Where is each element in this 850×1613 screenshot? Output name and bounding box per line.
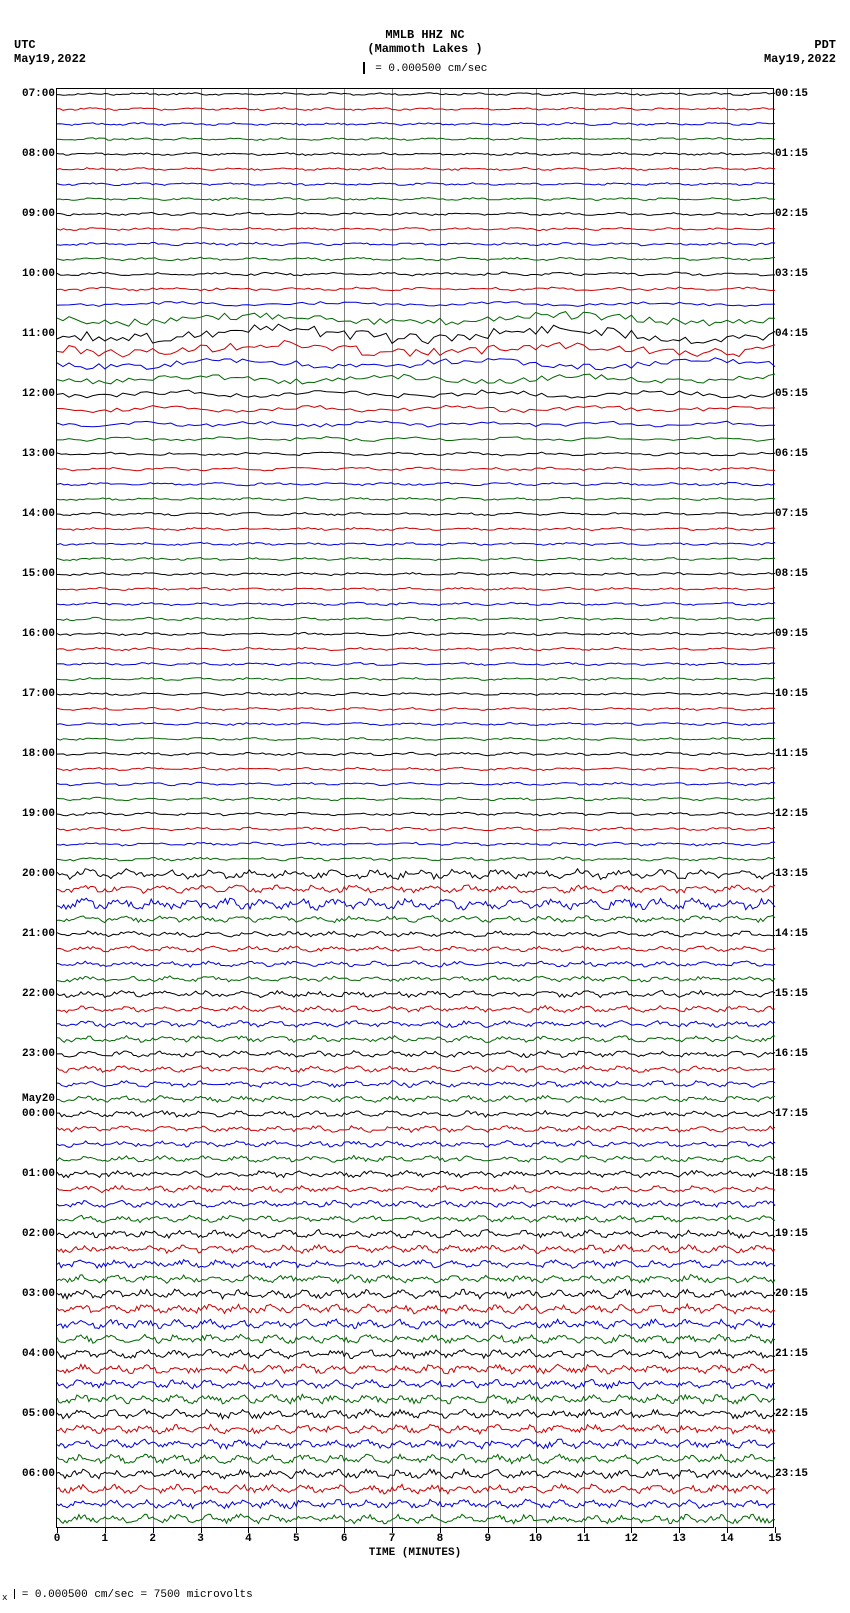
utc-time-label: 12:00 xyxy=(22,388,55,400)
utc-time-label: 00:00 xyxy=(22,1108,55,1120)
footer-scale: x = 0.000500 cm/sec = 7500 microvolts xyxy=(2,1589,253,1603)
pdt-time-label: 13:15 xyxy=(775,868,808,880)
utc-time-label: 19:00 xyxy=(22,808,55,820)
pdt-time-label: 02:15 xyxy=(775,208,808,220)
pdt-time-label: 12:15 xyxy=(775,808,808,820)
utc-time-label: 06:00 xyxy=(22,1468,55,1480)
x-tick-label: 12 xyxy=(625,1533,638,1545)
station-location: (Mammoth Lakes ) xyxy=(0,42,850,56)
x-tick-label: 2 xyxy=(149,1533,156,1545)
pdt-time-label: 14:15 xyxy=(775,928,808,940)
pdt-time-label: 03:15 xyxy=(775,268,808,280)
pdt-time-label: 01:15 xyxy=(775,148,808,160)
x-tick-label: 10 xyxy=(529,1533,542,1545)
chart-header: MMLB HHZ NC (Mammoth Lakes ) xyxy=(0,28,850,56)
pdt-time-label: 18:15 xyxy=(775,1168,808,1180)
pdt-time-label: 00:15 xyxy=(775,88,808,100)
x-tick-label: 6 xyxy=(341,1533,348,1545)
pdt-time-label: 09:15 xyxy=(775,628,808,640)
utc-time-label: 08:00 xyxy=(22,148,55,160)
x-axis-title: TIME (MINUTES) xyxy=(57,1547,773,1559)
station-code: MMLB HHZ NC xyxy=(0,28,850,42)
utc-day-label: May20 xyxy=(22,1093,55,1105)
tz-left-name: UTC xyxy=(14,38,86,52)
seismogram-plot: TIME (MINUTES) 0123456789101112131415 07… xyxy=(56,88,774,1528)
utc-time-label: 23:00 xyxy=(22,1048,55,1060)
utc-time-label: 15:00 xyxy=(22,568,55,580)
timezone-left: UTC May19,2022 xyxy=(14,38,86,66)
utc-time-label: 13:00 xyxy=(22,448,55,460)
pdt-time-label: 19:15 xyxy=(775,1228,808,1240)
pdt-time-label: 16:15 xyxy=(775,1048,808,1060)
utc-time-label: 21:00 xyxy=(22,928,55,940)
x-tick-label: 5 xyxy=(293,1533,300,1545)
tz-right-date: May19,2022 xyxy=(764,52,836,66)
utc-time-label: 07:00 xyxy=(22,88,55,100)
scale-bar-icon xyxy=(363,62,365,74)
utc-time-label: 01:00 xyxy=(22,1168,55,1180)
pdt-time-label: 05:15 xyxy=(775,388,808,400)
utc-time-label: 22:00 xyxy=(22,988,55,1000)
tz-right-name: PDT xyxy=(764,38,836,52)
pdt-time-label: 17:15 xyxy=(775,1108,808,1120)
pdt-time-label: 06:15 xyxy=(775,448,808,460)
utc-time-label: 17:00 xyxy=(22,688,55,700)
x-tick-label: 15 xyxy=(768,1533,781,1545)
pdt-time-label: 07:15 xyxy=(775,508,808,520)
footer-scale-icon xyxy=(14,1589,15,1599)
x-axis: TIME (MINUTES) 0123456789101112131415 xyxy=(57,1527,773,1557)
x-tick-label: 0 xyxy=(54,1533,61,1545)
pdt-time-label: 04:15 xyxy=(775,328,808,340)
utc-time-label: 10:00 xyxy=(22,268,55,280)
utc-time-label: 20:00 xyxy=(22,868,55,880)
x-tick-label: 3 xyxy=(197,1533,204,1545)
utc-time-label: 11:00 xyxy=(22,328,55,340)
utc-time-label: 02:00 xyxy=(22,1228,55,1240)
seismic-trace xyxy=(57,1509,775,1529)
pdt-time-label: 11:15 xyxy=(775,748,808,760)
scale-bar-label: = 0.000500 cm/sec xyxy=(375,63,487,75)
pdt-time-label: 15:15 xyxy=(775,988,808,1000)
pdt-time-label: 10:15 xyxy=(775,688,808,700)
pdt-time-label: 21:15 xyxy=(775,1348,808,1360)
x-tick-label: 9 xyxy=(484,1533,491,1545)
x-tick-label: 1 xyxy=(102,1533,109,1545)
utc-time-label: 05:00 xyxy=(22,1408,55,1420)
x-tick-label: 14 xyxy=(721,1533,734,1545)
timezone-right: PDT May19,2022 xyxy=(764,38,836,66)
pdt-time-label: 22:15 xyxy=(775,1408,808,1420)
utc-time-label: 16:00 xyxy=(22,628,55,640)
x-tick-label: 7 xyxy=(389,1533,396,1545)
seismogram-container: MMLB HHZ NC (Mammoth Lakes ) = 0.000500 … xyxy=(0,0,850,1613)
x-tick-label: 8 xyxy=(437,1533,444,1545)
scale-bar: = 0.000500 cm/sec xyxy=(0,62,850,75)
pdt-time-label: 08:15 xyxy=(775,568,808,580)
utc-time-label: 18:00 xyxy=(22,748,55,760)
utc-time-label: 03:00 xyxy=(22,1288,55,1300)
footer-scale-text: = 0.000500 cm/sec = 7500 microvolts xyxy=(22,1589,253,1601)
tz-left-date: May19,2022 xyxy=(14,52,86,66)
pdt-time-label: 20:15 xyxy=(775,1288,808,1300)
utc-time-label: 04:00 xyxy=(22,1348,55,1360)
x-tick-label: 4 xyxy=(245,1533,252,1545)
utc-time-label: 09:00 xyxy=(22,208,55,220)
x-tick-label: 13 xyxy=(673,1533,686,1545)
utc-time-label: 14:00 xyxy=(22,508,55,520)
x-tick-label: 11 xyxy=(577,1533,590,1545)
pdt-time-label: 23:15 xyxy=(775,1468,808,1480)
